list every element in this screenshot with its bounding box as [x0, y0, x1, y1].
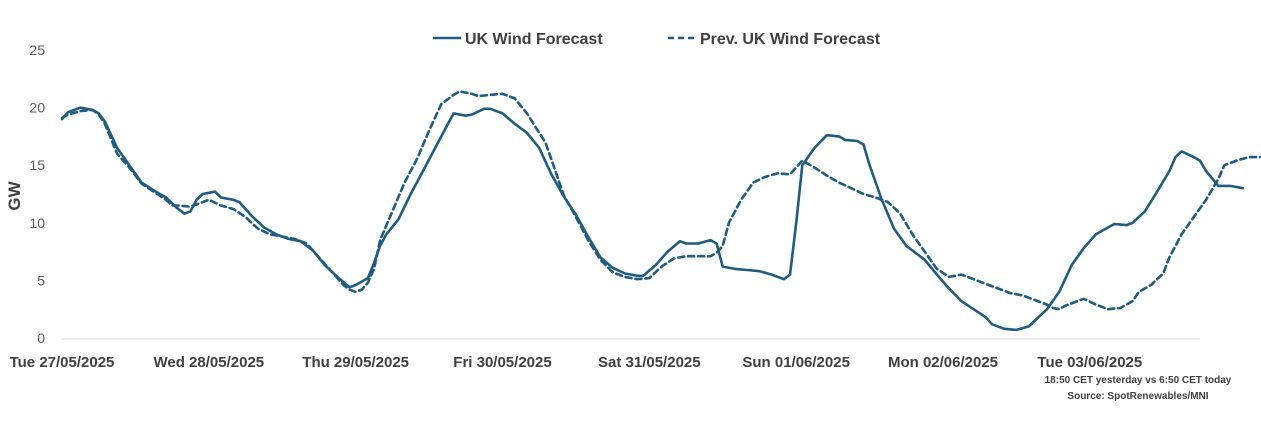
y-axis-title: GW: [5, 180, 24, 210]
timestamp-note: 18:50 CET yesterday vs 6:50 CET today: [1044, 375, 1232, 386]
legend: UK Wind Forecast Prev. UK Wind Forecast: [433, 31, 881, 48]
forecast-line: [60, 106, 1245, 332]
prev-forecast-line: [60, 90, 1261, 311]
y-tick-label: 15: [29, 157, 45, 173]
x-axis: Tue 27/05/2025 Wed 28/05/2025 Thu 29/05/20…: [10, 338, 1200, 371]
x-tick-label: Fri 30/05/2025: [453, 354, 551, 371]
series-layer: [60, 90, 1261, 332]
x-tick-label: Tue 27/05/2025: [10, 354, 115, 371]
source-note: Source: SpotRenewables/MNI: [1067, 391, 1209, 402]
y-tick-label: 5: [37, 272, 45, 288]
y-tick-label: 10: [29, 215, 45, 231]
x-tick-label: Wed 28/05/2025: [154, 354, 265, 371]
legend-label: Prev. UK Wind Forecast: [700, 31, 881, 48]
x-tick-label: Mon 02/06/2025: [888, 354, 998, 371]
x-tick-label: Sat 31/05/2025: [598, 354, 701, 371]
y-tick-label: 0: [37, 330, 45, 346]
y-axis: 0 5 10 15 20 25 GW: [5, 42, 45, 346]
x-tick-label: Sun 01/06/2025: [742, 354, 850, 371]
x-tick-label: Thu 29/05/2025: [302, 354, 409, 371]
x-tick-label: Tue 03/06/2025: [1037, 354, 1142, 371]
y-tick-label: 25: [29, 42, 45, 58]
legend-label: UK Wind Forecast: [465, 31, 603, 48]
y-tick-label: 20: [29, 100, 45, 116]
